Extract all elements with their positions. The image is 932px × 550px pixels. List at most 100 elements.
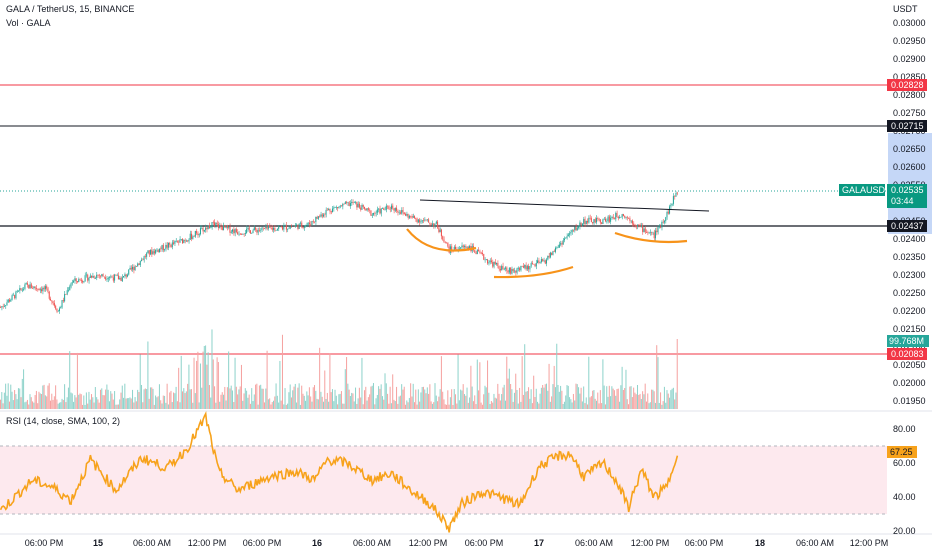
candle-body — [21, 289, 23, 291]
candle-body — [49, 298, 52, 301]
volume-bar — [285, 404, 287, 409]
candle-body — [293, 226, 295, 228]
candle-body — [657, 226, 659, 233]
left-shoulder-arc[interactable] — [406, 228, 477, 252]
time-axis[interactable]: 06:00 PM 15 06:00 AM 12:00 PM 06:00 PM 16 06:0… — [25, 538, 889, 548]
candle-body — [338, 206, 340, 209]
candle-body — [399, 212, 401, 214]
candle-body — [671, 203, 673, 205]
candle-body — [675, 192, 677, 197]
candle-body — [551, 252, 553, 255]
right-shoulder-arc[interactable] — [614, 231, 688, 244]
candle-body — [422, 220, 424, 222]
candle-body — [406, 213, 408, 216]
neckline-trendline[interactable] — [419, 199, 710, 212]
candle-body — [310, 224, 312, 225]
volume-bar — [557, 384, 559, 409]
candle-body — [219, 225, 221, 228]
candle-body — [474, 250, 476, 253]
volume-bar — [578, 387, 580, 409]
candle-body — [556, 247, 558, 249]
candle-body — [296, 224, 298, 226]
volume-bar — [80, 394, 82, 409]
candle-body — [397, 210, 399, 213]
candle-body — [610, 217, 612, 222]
volume-bar — [275, 383, 277, 409]
volume-bar — [603, 385, 605, 409]
volume-bar — [305, 400, 307, 409]
candle-body — [416, 219, 418, 223]
volume-bar — [210, 397, 212, 409]
volume-bar — [607, 396, 609, 409]
candle-body — [257, 230, 259, 233]
candle-body — [647, 232, 649, 233]
rsi-indicator-label[interactable]: RSI (14, close, SMA, 100, 2) — [6, 416, 121, 426]
candle-body — [167, 242, 169, 248]
candle-body — [415, 218, 417, 220]
candle-body — [238, 233, 240, 235]
volume-bar — [23, 369, 25, 409]
volume-bar — [67, 387, 69, 409]
candle-body — [124, 274, 126, 277]
candle-body — [512, 269, 514, 271]
volume-bar — [244, 388, 246, 409]
candle-body — [524, 265, 526, 268]
candle-body — [642, 225, 644, 232]
volume-bar — [79, 393, 81, 409]
volume-bar — [325, 398, 327, 409]
candle-body — [613, 218, 615, 220]
volume-bar — [93, 402, 95, 409]
volume-bar — [539, 393, 541, 409]
candle-body — [137, 263, 139, 267]
volume-bar — [196, 360, 198, 409]
candle-body — [211, 222, 213, 228]
volume-bar — [337, 404, 339, 409]
volume-bar — [585, 397, 587, 409]
candle-body — [462, 245, 464, 247]
volume-bar — [57, 403, 59, 409]
price-tick-label: 0.02750 — [893, 108, 926, 118]
candle-body — [521, 266, 523, 267]
volume-bar — [442, 391, 444, 409]
candle-body — [421, 220, 423, 222]
volume-bar — [672, 387, 674, 409]
candle-body — [188, 239, 190, 242]
volume-bar — [675, 392, 677, 409]
volume-bar — [212, 359, 214, 409]
candle-body — [369, 209, 371, 211]
volume-bar — [174, 393, 176, 409]
candle-body — [625, 217, 627, 218]
head-arc[interactable] — [493, 265, 574, 279]
volume-bar — [540, 387, 542, 409]
candle-body — [105, 277, 107, 280]
volume-bar — [158, 384, 160, 409]
volume-bar — [299, 404, 301, 409]
candle-body — [220, 225, 222, 227]
candle-body — [28, 284, 30, 289]
tag-black-top: 0.02715 — [887, 120, 927, 132]
candle-body — [199, 228, 201, 235]
symbol-title[interactable]: GALA / TetherUS, 15, BINANCE — [6, 4, 135, 14]
volume-bar — [224, 386, 226, 409]
candle-body — [533, 263, 535, 265]
volume-indicator-label[interactable]: Vol · GALA — [6, 18, 51, 28]
candle-body — [344, 202, 346, 205]
candle-body — [187, 240, 189, 242]
volume-bar — [94, 387, 96, 409]
candle-body — [166, 244, 168, 248]
candle-body — [64, 294, 66, 302]
volume-bar — [549, 401, 551, 409]
currency-label: USDT — [893, 4, 918, 14]
time-tick-label: 06:00 PM — [243, 538, 282, 548]
volume-bar — [372, 383, 374, 409]
candle-body — [125, 274, 127, 277]
candle-body — [663, 221, 665, 223]
volume-bar — [105, 389, 107, 409]
price-tick-label: 0.03000 — [893, 18, 926, 28]
candle-body — [58, 308, 60, 311]
volume-bar — [469, 397, 471, 409]
volume-bar — [412, 383, 414, 409]
volume-bar — [533, 375, 535, 409]
rsi-axis[interactable]: 80.00 60.00 40.00 20.00 — [893, 424, 916, 536]
